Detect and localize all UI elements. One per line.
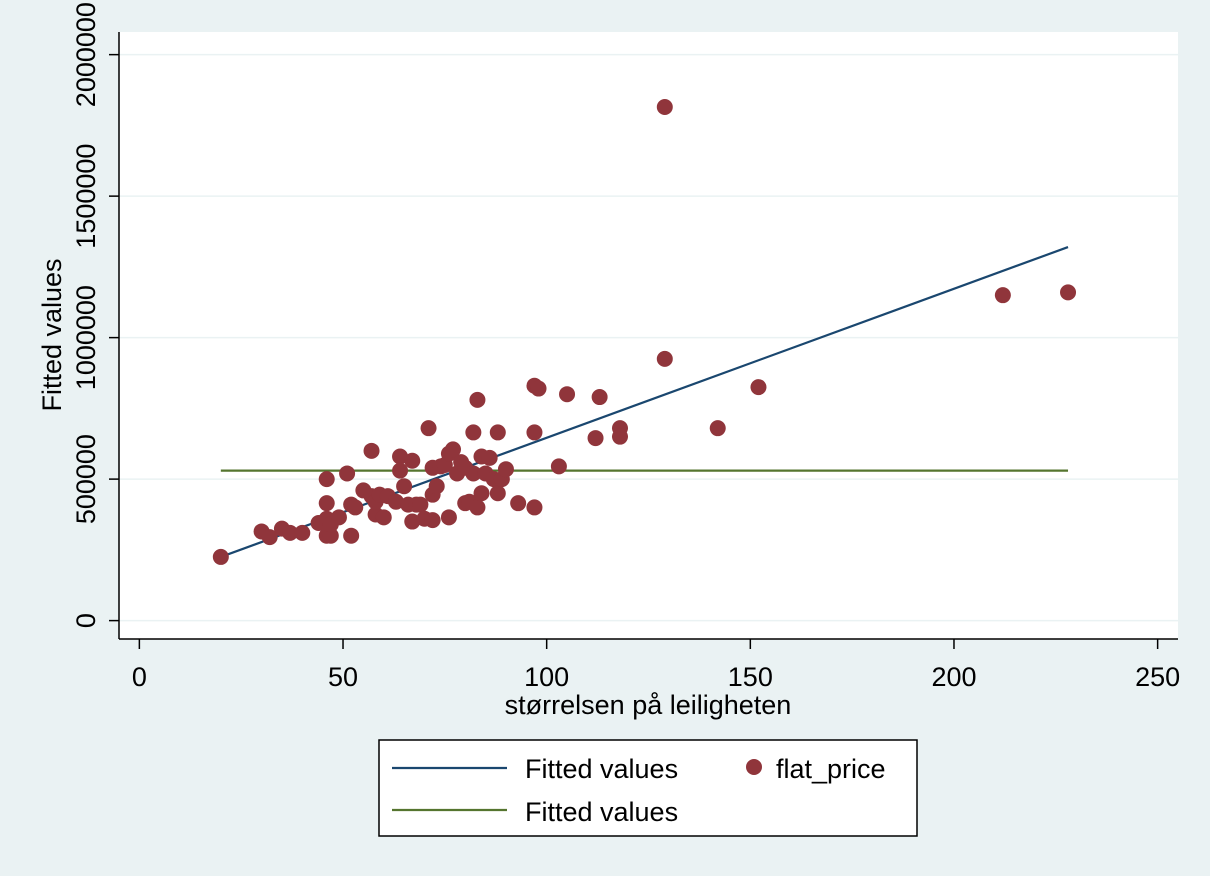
- data-point-61: [489, 485, 506, 502]
- data-point-2: [261, 529, 278, 546]
- data-point-45: [444, 441, 461, 458]
- data-point-76: [656, 350, 673, 367]
- data-point-0: [212, 548, 229, 565]
- data-point-60: [489, 424, 506, 441]
- data-point-71: [587, 430, 604, 447]
- data-point-16: [343, 527, 360, 544]
- legend-label-mean-line: Fitted values: [525, 797, 678, 827]
- data-point-27: [392, 448, 409, 465]
- data-point-68: [530, 380, 547, 397]
- data-point-52: [465, 465, 482, 482]
- plot-area: [119, 32, 1178, 639]
- legend-label-fit-line: Fitted values: [525, 754, 678, 784]
- y-tick-label-3: 1500000: [71, 144, 101, 249]
- data-point-34: [412, 496, 429, 513]
- data-point-40: [428, 478, 445, 495]
- data-point-14: [339, 465, 356, 482]
- data-point-36: [420, 420, 437, 437]
- axes: 0 500000 1000000 1500000 2000000 0 50 100 150 200…: [71, 2, 1180, 692]
- x-axis-label: størrelsen på leiligheten: [505, 690, 792, 720]
- x-tick-label-3: 150: [728, 662, 773, 692]
- data-point-4: [282, 524, 299, 541]
- gridlines: [119, 53, 1178, 622]
- legend-swatch-flat-price: [746, 759, 762, 775]
- data-point-74: [611, 428, 628, 445]
- legend-box: [378, 739, 918, 837]
- x-tick-label-0: 0: [132, 662, 147, 692]
- data-point-56: [473, 485, 490, 502]
- y-tick-label-1: 500000: [71, 434, 101, 524]
- data-point-58: [481, 449, 498, 466]
- y-tick-label-0: 0: [71, 613, 101, 628]
- data-point-26: [387, 493, 404, 510]
- data-point-8: [318, 495, 335, 512]
- data-point-13: [330, 509, 347, 526]
- data-point-51: [465, 424, 482, 441]
- data-point-53: [469, 391, 486, 408]
- data-point-69: [550, 458, 567, 475]
- y-axis-label: Fitted values: [37, 258, 67, 411]
- data-point-24: [375, 509, 392, 526]
- data-point-31: [404, 452, 421, 469]
- y-tick-label-2: 1000000: [71, 285, 101, 390]
- x-tick-label-4: 200: [931, 662, 976, 692]
- data-point-28: [392, 462, 409, 479]
- data-point-11: [322, 527, 339, 544]
- data-point-29: [396, 478, 413, 495]
- data-point-63: [497, 461, 514, 478]
- data-point-5: [294, 524, 311, 541]
- data-point-67: [526, 499, 543, 516]
- x-tick-label-5: 250: [1135, 662, 1180, 692]
- data-point-64: [510, 495, 527, 512]
- data-point-19: [363, 442, 380, 459]
- data-point-32: [404, 513, 421, 530]
- data-point-44: [440, 509, 457, 526]
- data-point-38: [424, 512, 441, 529]
- data-point-66: [526, 424, 543, 441]
- legend-label-flat-price: flat_price: [776, 754, 886, 784]
- x-tick-label-2: 100: [524, 662, 569, 692]
- data-point-7: [318, 471, 335, 488]
- data-point-78: [750, 379, 767, 396]
- data-point-70: [559, 386, 576, 403]
- y-tick-label-4: 2000000: [71, 2, 101, 107]
- data-point-80: [1060, 284, 1077, 301]
- legend: Fitted values flat_price Fitted values: [378, 739, 918, 837]
- data-point-79: [994, 287, 1011, 304]
- series: [212, 98, 1077, 565]
- data-point-17: [347, 499, 364, 516]
- data-point-77: [709, 420, 726, 437]
- data-point-72: [591, 389, 608, 406]
- data-point-54: [469, 499, 486, 516]
- x-tick-label-1: 50: [328, 662, 358, 692]
- data-point-75: [656, 98, 673, 115]
